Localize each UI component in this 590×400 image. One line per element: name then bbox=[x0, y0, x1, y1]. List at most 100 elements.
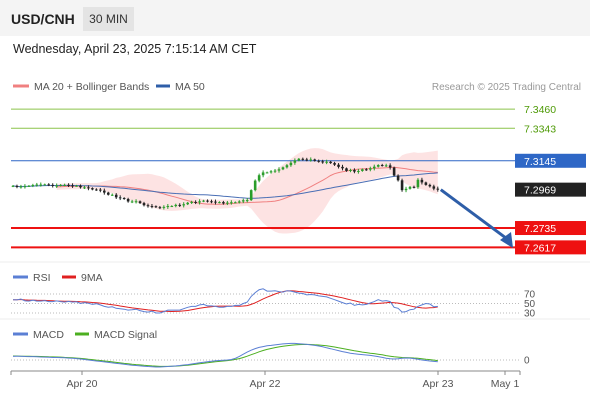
candle-body bbox=[376, 165, 380, 167]
candle-body bbox=[55, 185, 58, 187]
candle-body bbox=[281, 167, 285, 170]
time-tick-label: Apr 23 bbox=[423, 378, 454, 390]
level-label-support: 7.2735 bbox=[524, 223, 556, 235]
candle-body bbox=[230, 202, 233, 204]
legend-rsi-label: RSI bbox=[33, 272, 51, 284]
time-tick-label: Apr 20 bbox=[67, 378, 98, 390]
candle-body bbox=[134, 201, 138, 203]
legend-ma50-label: MA 50 bbox=[175, 81, 205, 93]
candle-body bbox=[412, 186, 416, 188]
candle-body bbox=[365, 169, 368, 171]
candle-body bbox=[27, 185, 31, 187]
candle-body bbox=[202, 200, 205, 202]
candle-body bbox=[59, 184, 62, 186]
candle-body bbox=[269, 171, 273, 173]
candle-body bbox=[210, 201, 213, 203]
candle-body bbox=[95, 189, 98, 191]
candle-body bbox=[380, 165, 384, 167]
candle-body bbox=[206, 200, 209, 202]
candle-body bbox=[313, 159, 317, 161]
level-label-pivot: 7.3145 bbox=[524, 156, 556, 168]
candle-body bbox=[198, 201, 201, 203]
forecast-arrow-layer bbox=[439, 188, 513, 249]
level-label-current: 7.2969 bbox=[524, 185, 556, 197]
candle-body bbox=[237, 201, 241, 203]
candle-body bbox=[305, 159, 309, 161]
candle-body bbox=[138, 201, 142, 204]
candle-body bbox=[218, 202, 221, 204]
candle-body bbox=[154, 206, 158, 208]
candle-body bbox=[226, 202, 229, 204]
candle-body bbox=[357, 170, 360, 172]
candle-body bbox=[142, 203, 146, 206]
candle-body bbox=[309, 159, 313, 161]
candle-body bbox=[63, 184, 66, 186]
candle-body bbox=[261, 172, 265, 176]
level-label-resistance: 7.3343 bbox=[524, 123, 556, 135]
candle-body bbox=[333, 163, 336, 165]
candle-body bbox=[158, 207, 162, 209]
candle-body bbox=[345, 168, 348, 171]
candle-body bbox=[353, 169, 356, 172]
candle-body bbox=[369, 168, 372, 170]
candle-body bbox=[186, 202, 189, 205]
candle-body bbox=[99, 189, 102, 191]
candle-body bbox=[428, 184, 432, 187]
candle-body bbox=[79, 185, 82, 188]
level-label-resistance: 7.3460 bbox=[524, 104, 556, 116]
candle-body bbox=[285, 165, 289, 168]
candle-body bbox=[392, 167, 396, 176]
candle-body bbox=[11, 185, 15, 187]
rsi-level-label-70: 70 bbox=[524, 290, 536, 301]
candle-body bbox=[15, 185, 19, 188]
candle-body bbox=[349, 169, 352, 171]
candle-body bbox=[337, 164, 340, 167]
candle-body bbox=[39, 184, 43, 186]
legend-macd-label: MACD bbox=[33, 329, 64, 341]
symbol-title: USD/CNH bbox=[11, 11, 75, 27]
candle-body bbox=[408, 186, 412, 189]
candle-body bbox=[265, 172, 269, 174]
candle-body bbox=[234, 202, 237, 204]
level-label-support: 7.2617 bbox=[524, 242, 556, 254]
candle-body bbox=[241, 200, 245, 202]
candle-body bbox=[273, 170, 277, 172]
candle-body bbox=[103, 190, 106, 193]
candle-body bbox=[174, 204, 178, 207]
candle-body bbox=[71, 185, 74, 187]
candle-body bbox=[87, 187, 90, 189]
candle-body bbox=[170, 206, 174, 208]
timeframe-button[interactable] bbox=[83, 7, 134, 31]
candle-body bbox=[222, 202, 225, 204]
candle-body bbox=[301, 158, 305, 160]
candle-body bbox=[35, 184, 39, 186]
rsi-level-label-30: 30 bbox=[524, 309, 536, 320]
candle-body bbox=[424, 182, 428, 185]
legend-macd-signal-label: MACD Signal bbox=[94, 329, 157, 341]
legend-bb-label: MA 20 + Bollinger Bands bbox=[34, 81, 149, 93]
level-label-box-support bbox=[515, 240, 586, 255]
rsi-line bbox=[12, 288, 438, 314]
macd-line bbox=[12, 342, 438, 368]
candle-body bbox=[91, 188, 94, 190]
candle-body bbox=[416, 179, 420, 188]
candle-body bbox=[166, 206, 170, 208]
candle-body bbox=[289, 162, 293, 166]
legend-rsi-ma-label: 9MA bbox=[81, 272, 103, 284]
credit-label: Research © 2025 Trading Central bbox=[432, 82, 581, 93]
candle-body bbox=[329, 161, 332, 164]
candle-body bbox=[325, 161, 328, 163]
candle-body bbox=[162, 206, 166, 208]
candle-body bbox=[194, 201, 197, 203]
candle-body bbox=[114, 194, 118, 198]
level-labels-layer: 7.3460 7.3343 7.3145 7.2969 7.2735 7.2617 bbox=[515, 104, 586, 255]
candle-body bbox=[67, 184, 70, 186]
candle-body bbox=[47, 184, 51, 186]
candle-body bbox=[432, 186, 436, 189]
candle-body bbox=[372, 166, 376, 169]
macd-layer: 0 bbox=[11, 342, 530, 368]
candle-body bbox=[43, 184, 47, 186]
macd-zero-label: 0 bbox=[524, 356, 530, 367]
